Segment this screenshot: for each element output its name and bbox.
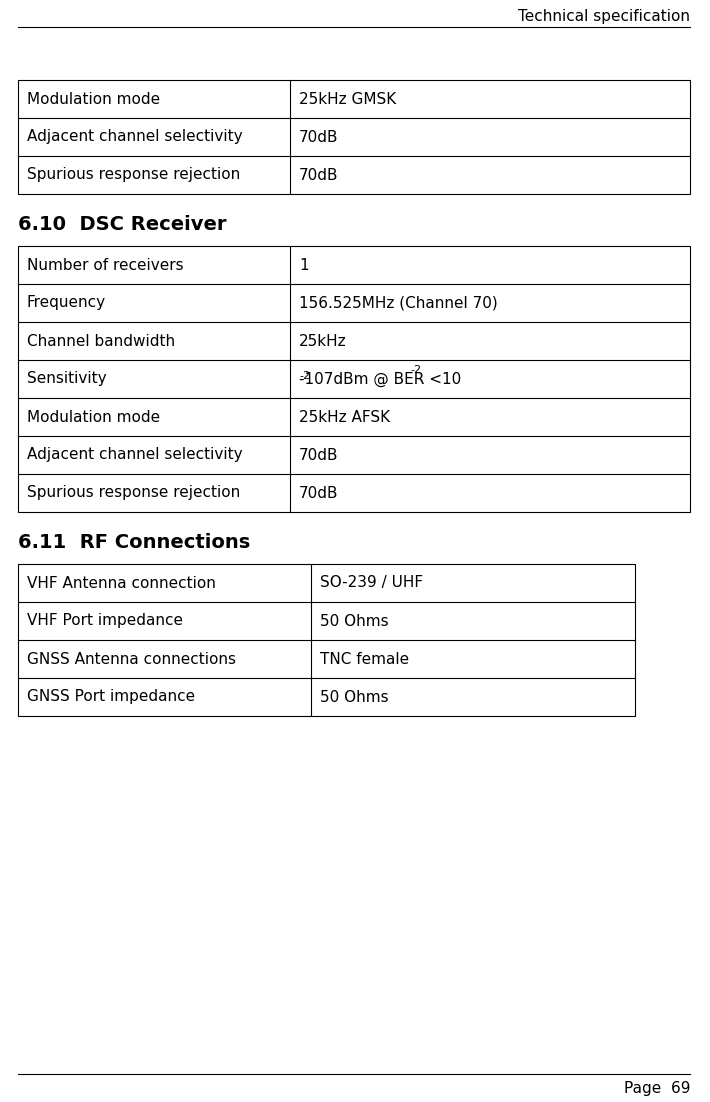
Bar [18, 80, 690, 194]
Text: 70dB: 70dB [299, 447, 339, 463]
Text: Adjacent channel selectivity: Adjacent channel selectivity [27, 447, 242, 463]
Text: -107dBm @ BER <10: -107dBm @ BER <10 [299, 371, 462, 387]
Text: VHF Antenna connection: VHF Antenna connection [27, 575, 216, 591]
Text: 25kHz: 25kHz [299, 334, 346, 348]
Text: Frequency: Frequency [27, 295, 106, 311]
Text: Modulation mode: Modulation mode [27, 91, 160, 107]
Text: Channel bandwidth: Channel bandwidth [27, 334, 175, 348]
Text: 70dB: 70dB [299, 130, 339, 144]
Text: Technical specification: Technical specification [518, 9, 690, 23]
Text: 156.525MHz (Channel 70): 156.525MHz (Channel 70) [299, 295, 498, 311]
Bar [18, 564, 635, 716]
Text: Adjacent channel selectivity: Adjacent channel selectivity [27, 130, 242, 144]
Text: GNSS Port impedance: GNSS Port impedance [27, 690, 195, 704]
Text: -2: -2 [299, 371, 310, 381]
Text: 70dB: 70dB [299, 168, 339, 183]
Text: GNSS Antenna connections: GNSS Antenna connections [27, 651, 236, 667]
Text: -2: -2 [410, 365, 422, 376]
Text: SO-239 / UHF: SO-239 / UHF [320, 575, 423, 591]
Text: VHF Port impedance: VHF Port impedance [27, 614, 182, 628]
Text: 70dB: 70dB [299, 486, 339, 500]
Text: Sensitivity: Sensitivity [27, 371, 106, 387]
Text: TNC female: TNC female [320, 651, 409, 667]
Bar [18, 246, 690, 512]
Text: 50 Ohms: 50 Ohms [320, 614, 389, 628]
Text: 6.11  RF Connections: 6.11 RF Connections [18, 532, 250, 551]
Text: 25kHz GMSK: 25kHz GMSK [299, 91, 396, 107]
Text: Page  69: Page 69 [623, 1080, 690, 1095]
Text: 6.10  DSC Receiver: 6.10 DSC Receiver [18, 215, 226, 234]
Text: Spurious response rejection: Spurious response rejection [27, 486, 240, 500]
Text: 1: 1 [299, 258, 309, 272]
Text: 50 Ohms: 50 Ohms [320, 690, 389, 704]
Text: 25kHz AFSK: 25kHz AFSK [299, 410, 390, 424]
Text: Number of receivers: Number of receivers [27, 258, 183, 272]
Text: Modulation mode: Modulation mode [27, 410, 160, 424]
Text: Spurious response rejection: Spurious response rejection [27, 168, 240, 183]
